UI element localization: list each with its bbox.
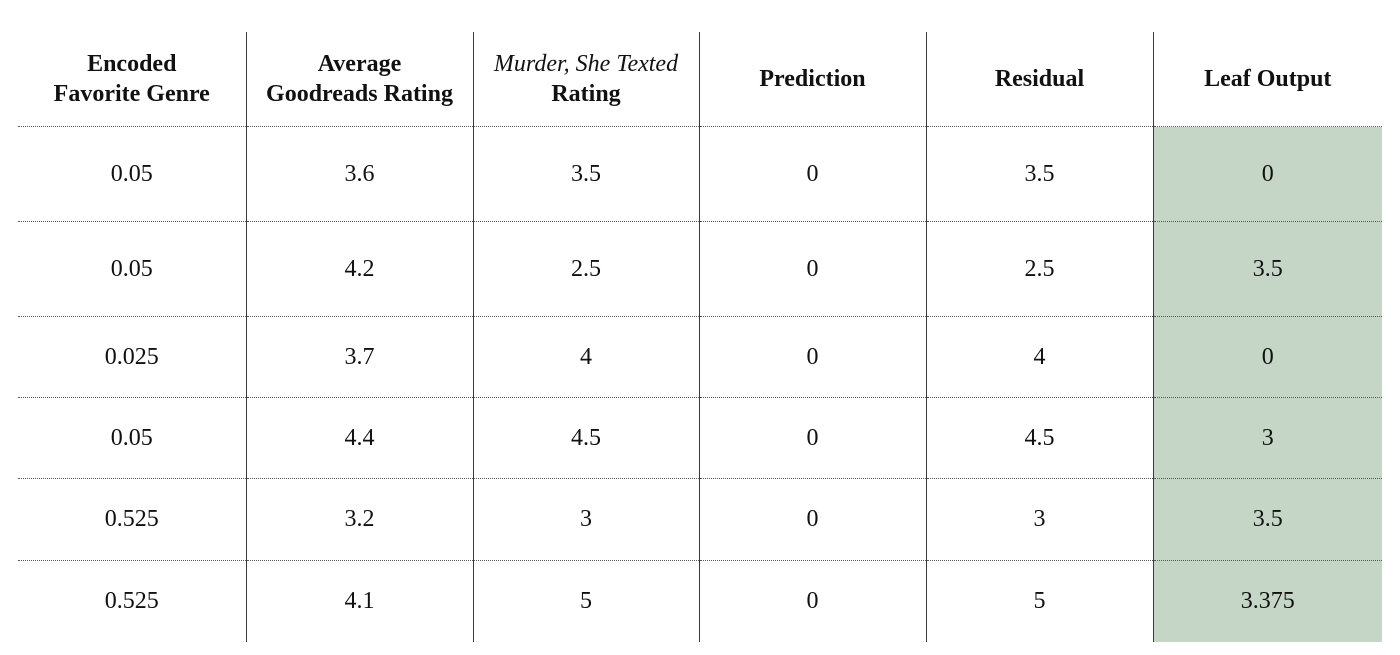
data-table-container: Encoded Favorite Genre Average Goodreads… (18, 32, 1382, 642)
cell-avg-goodreads: 3.2 (245, 478, 473, 561)
cell-murder-rating: 4.5 (472, 397, 699, 479)
cell-residual: 4 (925, 316, 1153, 398)
cell-encoded-genre: 0.525 (18, 478, 246, 561)
cell-residual: 3 (925, 478, 1153, 561)
header-average-goodreads-rating: Average Goodreads Rating (245, 32, 473, 127)
header-encoded-line1: Encoded (87, 51, 177, 77)
cell-prediction: 0 (698, 126, 926, 222)
cell-leaf-output: 3.5 (1152, 221, 1382, 317)
cell-murder-rating: 2.5 (472, 221, 699, 317)
header-average-line2: Goodreads Rating (266, 81, 453, 107)
header-prediction: Prediction (698, 32, 926, 127)
cell-avg-goodreads: 4.4 (245, 397, 473, 479)
header-residual: Residual (925, 32, 1153, 127)
header-row: Encoded Favorite Genre Average Goodreads… (18, 32, 1382, 127)
cell-prediction: 0 (698, 221, 926, 317)
cell-avg-goodreads: 3.7 (245, 316, 473, 398)
table-body: 0.05 3.6 3.5 0 3.5 0 0.05 4.2 2.5 0 2.5 … (18, 126, 1382, 642)
cell-residual: 2.5 (925, 221, 1153, 317)
cell-residual: 3.5 (925, 126, 1153, 222)
cell-leaf-output: 0 (1152, 126, 1382, 222)
header-encoded-line2: Favorite Genre (53, 81, 210, 107)
header-leaf-output: Leaf Output (1152, 32, 1382, 127)
header-average-line1: Average (317, 51, 402, 77)
cell-encoded-genre: 0.05 (18, 221, 246, 317)
table-row: 0.025 3.7 4 0 4 0 (18, 316, 1382, 398)
cell-murder-rating: 3 (472, 478, 699, 561)
cell-residual: 4.5 (925, 397, 1153, 479)
cell-leaf-output: 3.375 (1152, 560, 1382, 642)
cell-murder-rating: 4 (472, 316, 699, 398)
table-header: Encoded Favorite Genre Average Goodreads… (18, 32, 1382, 127)
table-row: 0.05 4.2 2.5 0 2.5 3.5 (18, 221, 1382, 317)
cell-encoded-genre: 0.05 (18, 397, 246, 479)
data-table: Encoded Favorite Genre Average Goodreads… (18, 32, 1382, 642)
header-murder-suffix: Rating (551, 81, 621, 107)
cell-encoded-genre: 0.525 (104, 588, 159, 614)
table-row: 0.525 3.2 3 0 3 3.5 (18, 478, 1382, 561)
cell-prediction: 0 (698, 397, 926, 479)
cell-leaf-output: 3.5 (1152, 478, 1382, 561)
cell-avg-goodreads: 3.6 (245, 126, 473, 222)
table-row: 0.05 3.6 3.5 0 3.5 0 (18, 126, 1382, 222)
table-row: 0.525 4.1 5 0 5 3.375 (18, 560, 1382, 642)
header-murder-she-texted-rating: Murder, She Texted Rating (472, 32, 699, 127)
cell-prediction: 0 (698, 560, 926, 642)
cell-prediction: 0 (698, 316, 926, 398)
cell-encoded-genre: 0.05 (18, 126, 246, 222)
table-row: 0.05 4.4 4.5 0 4.5 3 (18, 397, 1382, 479)
cell-murder-rating: 5 (472, 560, 699, 642)
cell-encoded-genre: 0.025 (18, 316, 246, 398)
header-murder-title: Murder, She Texted (493, 51, 679, 77)
cell-leaf-output: 0 (1152, 316, 1382, 398)
cell-murder-rating: 3.5 (472, 126, 699, 222)
cell-residual: 5 (925, 560, 1153, 642)
cell-avg-goodreads: 4.2 (245, 221, 473, 317)
cell-leaf-output: 3 (1152, 397, 1382, 479)
cell-prediction: 0 (698, 478, 926, 561)
cell-avg-goodreads: 4.1 (245, 560, 473, 642)
header-encoded-favorite-genre: Encoded Favorite Genre (18, 32, 246, 127)
